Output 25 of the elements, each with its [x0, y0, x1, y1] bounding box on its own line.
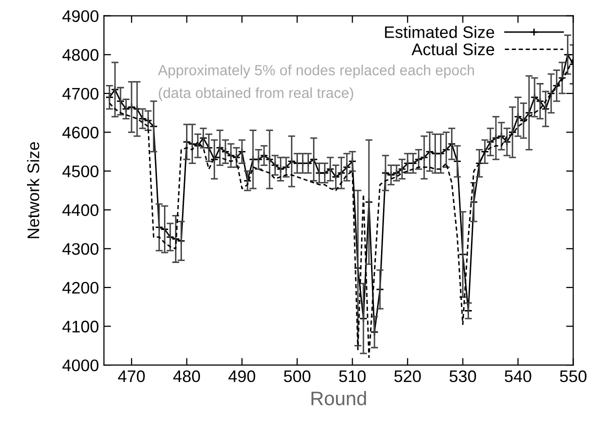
y-tick-label: 4900 [62, 10, 98, 22]
y-tick-label: 4200 [62, 282, 98, 294]
y-tick-label: 4000 [62, 359, 98, 372]
y-tick-label: 4300 [62, 243, 98, 255]
y-tick-label: 4500 [62, 165, 98, 178]
x-tick-label: 490 [228, 370, 256, 382]
x-axis-title: Round [312, 391, 366, 406]
legend-label: Actual Size [412, 43, 494, 56]
x-tick-label: 470 [118, 370, 145, 382]
x-tick-label: 510 [339, 370, 366, 382]
y-tick-label: 4400 [62, 204, 98, 216]
y-tick-label: 4600 [62, 126, 98, 138]
legend-label: Estimated Size [385, 26, 494, 38]
y-axis-title: Network Size [27, 142, 40, 238]
x-tick-label: 520 [394, 370, 421, 382]
x-tick-label: 540 [504, 370, 532, 382]
x-tick-label: 530 [450, 370, 476, 382]
y-tick-label: 4800 [62, 49, 98, 61]
y-tick-label: 4700 [62, 88, 98, 100]
annotation: (data obtained from real trace) [158, 87, 354, 101]
y-tick-label: 4100 [62, 320, 98, 332]
x-tick-label: 500 [284, 370, 310, 382]
x-tick-label: 480 [173, 370, 200, 382]
annotation: Approximately 5% of nodes replaced each epoch [158, 64, 474, 78]
x-tick-label: 550 [560, 370, 586, 382]
